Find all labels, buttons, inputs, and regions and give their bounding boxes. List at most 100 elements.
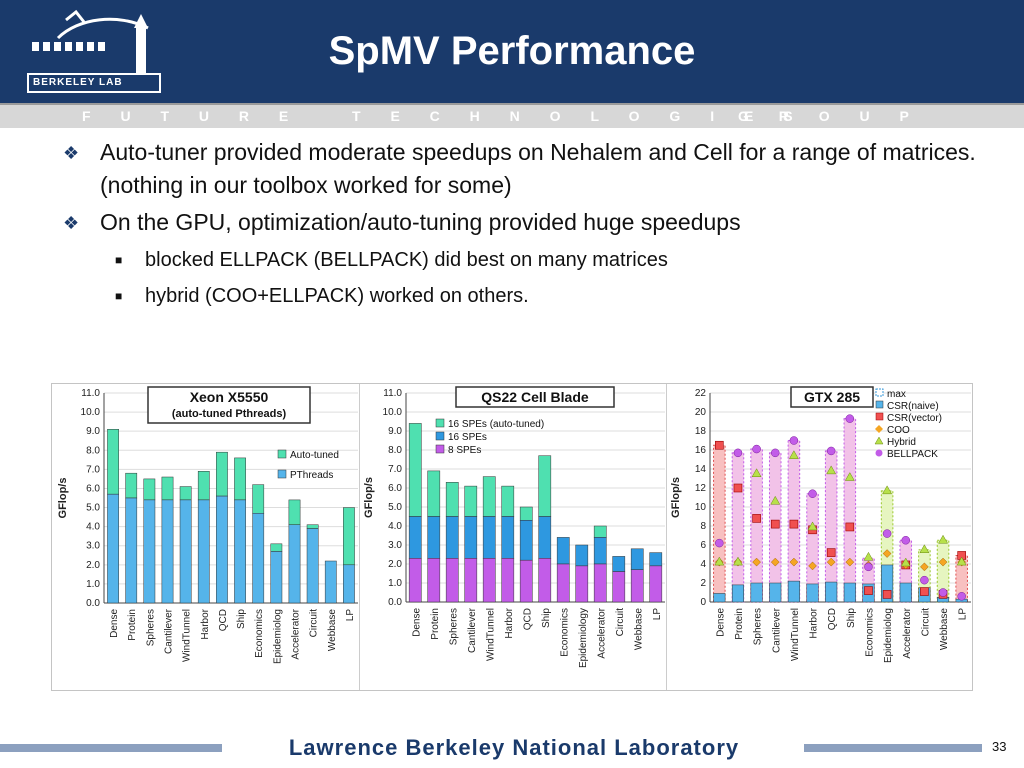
bullet-item: ❖ On the GPU, optimization/auto-tuning pr… <box>60 206 990 239</box>
chart-gtx-svg: 0 2 4 6 8 10 12 14 16 18 20 22 GFlop/s Dense Protein Sp… <box>670 386 971 663</box>
legend-label: PThreads <box>290 470 333 481</box>
bar-16spe <box>556 537 570 565</box>
x-tick-label: Cantilever <box>164 608 175 654</box>
bar-16spe <box>649 552 663 567</box>
chart-xeon: 0.0 1.0 2.0 3.0 4.0 5.0 6.0 7.0 8.0 9.0 10.0 11.0 GF… <box>52 384 358 690</box>
bar-autotuned <box>343 507 355 566</box>
bar-csr-naive <box>899 582 912 603</box>
x-tick-label: Epidemiology <box>578 608 589 668</box>
x-tick-label: Epidemiolog <box>272 609 283 664</box>
marker-bellpack <box>845 414 855 423</box>
marker-hybrid <box>826 465 837 475</box>
marker-coo <box>789 557 799 567</box>
marker-bellpack <box>864 562 873 572</box>
bar-max <box>843 418 857 603</box>
bar-csr-naive <box>825 581 838 603</box>
bar-autotuned <box>216 451 228 497</box>
y-tick-label: 6.0 <box>86 483 100 494</box>
marker-coo <box>882 549 892 558</box>
bar-8spe <box>519 559 533 603</box>
group-word-technologies: T E C H N O L O G I E S <box>352 108 806 124</box>
bar-autotuned <box>270 543 283 552</box>
marker-bellpack <box>901 536 910 545</box>
y-tick-label: 1.0 <box>388 578 402 589</box>
x-tick-label: WindTunnel <box>182 609 193 662</box>
bar-pthreads <box>161 499 174 604</box>
y-tick-label: 6 <box>700 540 706 551</box>
chart-cell-svg: 0.0 1.0 2.0 3.0 4.0 5.0 6.0 7.0 8.0 9.0 10.0 11.0 GF… <box>363 386 665 668</box>
y-axis-label: GFlop/s <box>363 477 375 518</box>
chart-title: Xeon X5550 <box>190 389 269 405</box>
bullet-text: Auto-tuner provided moderate speedups on… <box>100 139 976 198</box>
marker-bellpack <box>957 592 966 601</box>
bar-pthreads <box>234 499 246 604</box>
marker-coo <box>770 557 780 567</box>
marker-hybrid <box>863 551 874 561</box>
group-banner: F U T U R E T E C H N O L O G I E S G R … <box>0 103 1024 128</box>
chart-divider <box>666 384 667 690</box>
y-tick-label: 18 <box>695 426 707 437</box>
bar-pthreads <box>197 499 210 604</box>
y-tick-label: 4 <box>700 559 706 570</box>
y-tick-label: 11.0 <box>81 388 100 399</box>
marker-bellpack <box>752 444 761 454</box>
x-tick-label: Economics <box>559 608 570 657</box>
bar-16spe-autotuned <box>464 485 478 517</box>
legend-swatch <box>435 418 445 428</box>
marker-csr-vector <box>770 519 780 529</box>
y-tick-label: 8.0 <box>86 445 100 456</box>
x-tick-label: WindTunnel <box>485 608 496 661</box>
legend-label: 16 SPEs <box>448 432 487 443</box>
bar-pthreads <box>288 524 301 604</box>
y-tick-label: 4.0 <box>86 522 100 533</box>
y-tick-label: 2 <box>700 578 706 589</box>
marker-csr-vector <box>826 548 836 557</box>
y-tick-label: 8.0 <box>388 445 402 456</box>
y-tick-label: 0.0 <box>86 598 100 609</box>
bar-pthreads <box>179 499 192 604</box>
slide-footer: Lawrence Berkeley National Laboratory <box>0 730 1024 768</box>
bar-autotuned <box>161 476 174 501</box>
bar-16spe <box>519 520 533 561</box>
x-tick-label: Accelerator <box>596 607 607 658</box>
x-tick-label: Accelerator <box>902 607 913 658</box>
y-tick-label: 10 <box>695 502 707 513</box>
marker-coo <box>938 557 948 567</box>
x-tick-label: Accelerator <box>291 608 302 659</box>
bar-8spe <box>575 565 589 603</box>
bar-8spe <box>445 558 459 603</box>
x-tick-label: Ship <box>541 608 552 628</box>
bar-max <box>713 444 726 603</box>
y-tick-label: 14 <box>695 464 707 475</box>
marker-bellpack <box>920 575 929 585</box>
marker-csr-vector <box>733 483 743 493</box>
legend-swatch <box>435 431 445 441</box>
marker-bellpack <box>826 446 836 456</box>
bar-8spe <box>501 558 515 603</box>
marker-csr-vector <box>845 522 855 532</box>
footer-bar-left <box>0 744 222 752</box>
bar-16spe <box>538 516 552 559</box>
legend-swatch <box>875 388 884 397</box>
bar-16spe <box>593 537 607 565</box>
x-tick-label: LP <box>652 608 663 621</box>
marker-hybrid <box>919 544 930 553</box>
x-tick-label: WindTunnel <box>790 608 801 661</box>
bar-autotuned <box>252 484 265 514</box>
bar-csr-naive <box>769 582 782 603</box>
bar-pthreads <box>343 564 355 604</box>
x-tick-label: Ship <box>846 608 857 628</box>
legend-label: Auto-tuned <box>290 450 339 461</box>
sub-bullet-text: blocked ELLPACK (BELLPACK) did best on m… <box>145 249 668 271</box>
marker-hybrid <box>956 556 967 566</box>
x-tick-label: QCD <box>827 608 838 630</box>
chart-title-box <box>790 386 874 408</box>
chart-title: QS22 Cell Blade <box>481 389 589 405</box>
bar-16spe-autotuned <box>408 423 422 517</box>
x-tick-label: Spheres <box>753 608 764 645</box>
y-tick-label: 0.0 <box>388 597 402 608</box>
group-word-future: F U T U R E <box>82 108 302 124</box>
y-tick-label: 5.0 <box>388 502 402 513</box>
y-axis-label: GFlop/s <box>670 477 682 518</box>
footer-bar-right <box>804 744 982 752</box>
